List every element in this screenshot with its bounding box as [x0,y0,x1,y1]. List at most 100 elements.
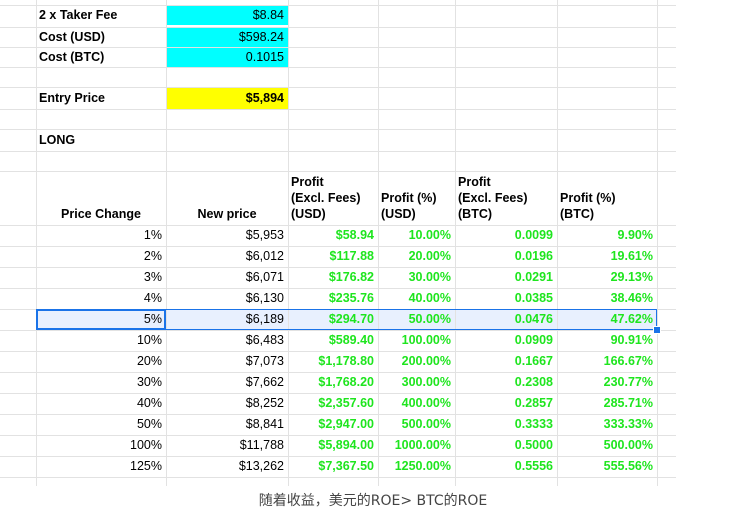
cell-profit-pct-btc[interactable]: 500.00% [603,438,653,452]
summary-value[interactable]: 0.1015 [167,48,288,67]
grid-col-line [455,0,456,486]
header-profit-pct-btc: Profit (%) (BTC) [560,172,657,224]
cell-new-price[interactable]: $6,483 [245,333,284,347]
header-profit-pct-btc-line: Profit (%) [560,191,616,205]
grid-row-line [0,267,676,268]
cell-profit-pct-usd[interactable]: 500.00% [401,417,451,431]
active-cell-outline [36,309,166,330]
spreadsheet-grid[interactable]: 2 x Taker Fee $8.84 Cost (USD) $598.24 Cost … [0,0,746,486]
cell-profit-pct-btc[interactable]: 47.62% [610,312,653,326]
cell-profit-pct-btc[interactable]: 90.91% [610,333,653,347]
cell-profit-pct-usd[interactable]: 1000.00% [394,438,451,452]
cell-profit-btc[interactable]: 0.0099 [514,228,553,242]
cell-price-change[interactable]: 30% [136,375,162,389]
cell-profit-usd[interactable]: $2,947.00 [318,417,374,431]
cell-profit-pct-btc[interactable]: 29.13% [610,270,653,284]
cell-price-change[interactable]: 10% [136,333,162,347]
cell-profit-pct-btc[interactable]: 555.56% [603,459,653,473]
cell-profit-usd[interactable]: $5,894.00 [318,438,374,452]
cell-new-price[interactable]: $13,262 [238,459,284,473]
summary-label[interactable]: 2 x Taker Fee [39,8,118,22]
cell-profit-usd[interactable]: $2,357.60 [318,396,374,410]
cell-profit-pct-usd[interactable]: 400.00% [401,396,451,410]
cell-new-price[interactable]: $7,073 [245,354,284,368]
cell-profit-btc[interactable]: 0.5556 [514,459,553,473]
cell-profit-btc[interactable]: 0.2857 [514,396,553,410]
cell-profit-pct-usd[interactable]: 1250.00% [394,459,451,473]
row-selection-outline [166,309,657,330]
cell-price-change[interactable]: 2% [143,249,162,263]
cell-price-change[interactable]: 100% [130,438,162,452]
header-profit-usd-line: (Excl. Fees) [291,191,361,205]
cell-price-change[interactable]: 5% [143,312,162,326]
cell-profit-btc[interactable]: 0.3333 [514,417,553,431]
cell-profit-usd[interactable]: $1,768.20 [318,375,374,389]
cell-profit-pct-btc[interactable]: 9.90% [617,228,653,242]
cell-profit-usd[interactable]: $1,178.80 [318,354,374,368]
fill-handle[interactable] [653,326,661,334]
grid-col-line [288,0,289,486]
summary-value[interactable]: $8.84 [167,6,288,25]
cell-new-price[interactable]: $8,841 [245,417,284,431]
cell-new-price[interactable]: $11,788 [239,438,284,452]
cell-profit-pct-btc[interactable]: 230.77% [603,375,653,389]
summary-label[interactable]: Cost (USD) [39,30,105,44]
cell-profit-usd[interactable]: $235.76 [328,291,374,305]
cell-profit-pct-usd[interactable]: 40.00% [408,291,451,305]
section-label-long[interactable]: LONG [39,133,76,147]
cell-profit-pct-usd[interactable]: 10.00% [408,228,451,242]
cell-price-change[interactable]: 125% [130,459,162,473]
header-profit-usd-line: Profit [291,175,324,189]
cell-profit-usd[interactable]: $117.88 [329,249,375,263]
cell-profit-btc[interactable]: 0.0196 [514,249,553,263]
caption-text: 随着收益，美元的ROE> BTC的ROE [258,493,488,509]
entry-price-value[interactable]: $5,894 [167,88,288,109]
cell-price-change[interactable]: 1% [143,228,162,242]
cell-new-price[interactable]: $7,662 [245,375,284,389]
cell-profit-usd[interactable]: $7,367.50 [318,459,374,473]
cell-profit-pct-btc[interactable]: 38.46% [610,291,653,305]
cell-profit-pct-usd[interactable]: 30.00% [408,270,451,284]
cell-price-change[interactable]: 50% [136,417,162,431]
cell-price-change[interactable]: 3% [143,270,162,284]
cell-new-price[interactable]: $8,252 [245,396,284,410]
grid-row-line [0,47,676,48]
cell-profit-btc[interactable]: 0.0291 [514,270,553,284]
summary-value[interactable]: $598.24 [167,28,288,47]
cell-profit-pct-usd[interactable]: 50.00% [408,312,451,326]
cell-profit-btc[interactable]: 0.2308 [514,375,553,389]
cell-profit-pct-usd[interactable]: 200.00% [401,354,451,368]
cell-profit-btc[interactable]: 0.0385 [514,291,553,305]
cell-profit-usd[interactable]: $58.94 [335,228,374,242]
grid-row-line [0,151,676,152]
grid-col-line [166,0,167,486]
cell-profit-pct-btc[interactable]: 19.61% [610,249,653,263]
cell-profit-usd[interactable]: $294.70 [328,312,374,326]
header-new-price-line: New price [197,207,257,221]
cell-new-price[interactable]: $6,189 [245,312,284,326]
summary-label[interactable]: Cost (BTC) [39,50,105,64]
cell-profit-btc[interactable]: 0.1667 [514,354,553,368]
cell-profit-btc[interactable]: 0.0476 [514,312,553,326]
cell-profit-pct-usd[interactable]: 100.00% [401,333,451,347]
cell-profit-pct-usd[interactable]: 300.00% [401,375,451,389]
cell-profit-pct-btc[interactable]: 166.67% [603,354,653,368]
cell-new-price[interactable]: $5,953 [245,228,284,242]
cell-new-price[interactable]: $6,012 [245,249,284,263]
cell-profit-btc[interactable]: 0.5000 [514,438,553,452]
cell-price-change[interactable]: 4% [143,291,162,305]
cell-profit-usd[interactable]: $589.40 [328,333,374,347]
cell-profit-pct-btc[interactable]: 333.33% [603,417,653,431]
cell-profit-pct-btc[interactable]: 285.71% [603,396,653,410]
grid-col-line [657,0,658,486]
entry-price-label[interactable]: Entry Price [39,91,106,105]
cell-new-price[interactable]: $6,130 [245,291,284,305]
cell-profit-pct-usd[interactable]: 20.00% [408,249,451,263]
cell-price-change[interactable]: 20% [136,354,162,368]
cell-profit-btc[interactable]: 0.0909 [514,333,553,347]
header-profit-usd: Profit (Excl. Fees) (USD) [291,172,378,224]
cell-profit-usd[interactable]: $176.82 [328,270,374,284]
cell-price-change[interactable]: 40% [136,396,162,410]
cell-new-price[interactable]: $6,071 [245,270,284,284]
header-profit-btc-line: (BTC) [458,207,493,221]
